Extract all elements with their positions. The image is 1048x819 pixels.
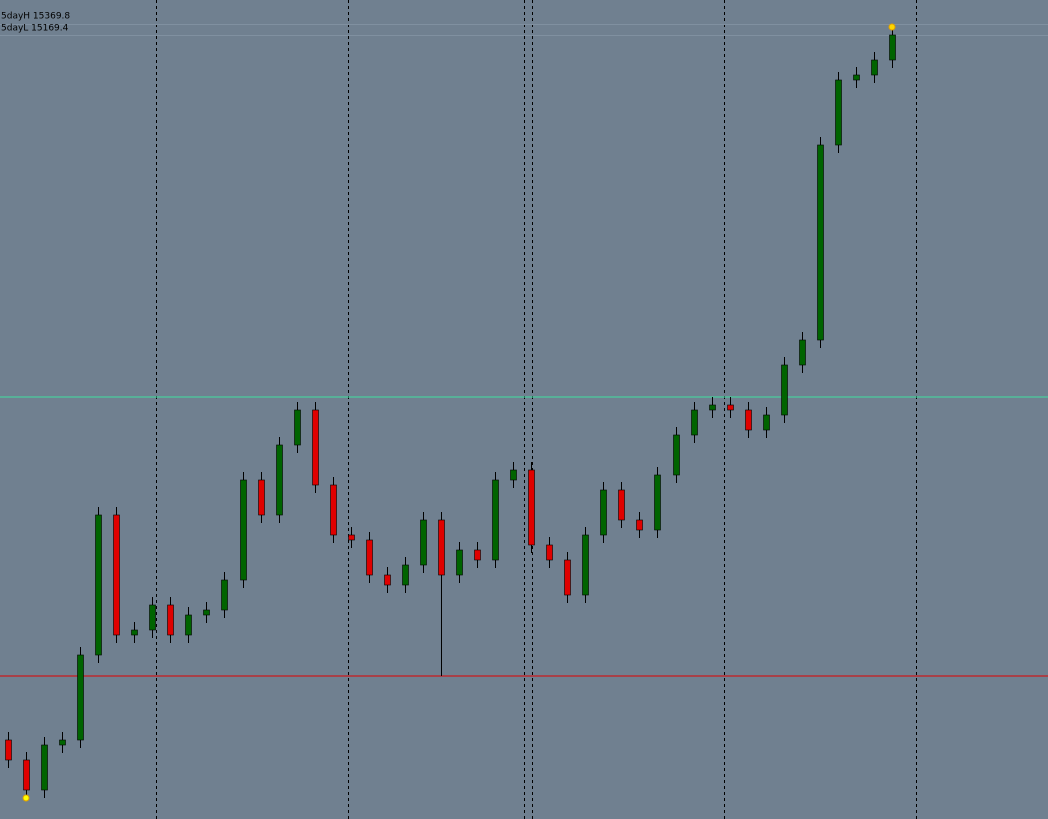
candle-body [41,744,48,791]
candle-body [240,479,247,581]
candle-body [799,339,806,366]
candle-body [600,489,607,536]
candle-body [312,409,319,486]
candle-body [835,79,842,146]
separators [156,0,917,819]
candle-body [636,519,643,531]
candle-body [817,144,824,341]
candle-body [781,364,788,416]
candle-body [745,409,752,431]
candle-body [474,549,481,561]
candle-body [438,519,445,576]
candle-body [384,574,391,586]
high-label: 5dayH 15369.8 [1,12,70,22]
candle-body [113,514,120,636]
candle-body [330,484,337,536]
candle-body [492,479,499,561]
candle-body [366,539,373,576]
candle-body [294,409,301,446]
candle-body [582,534,589,596]
candle-body [456,549,463,576]
candle-body [673,434,680,476]
high-marker [888,23,896,31]
candle-body [618,489,625,521]
candle-body [528,469,535,546]
candle-body [709,404,716,411]
low-marker [22,794,30,802]
candle-body [889,34,896,61]
low-label: 5dayL 15169.4 [1,24,69,34]
candle-body [203,609,210,616]
candle-body [149,604,156,631]
candle-body [691,409,698,436]
candle-body [654,474,661,531]
candle-body [348,534,355,541]
candle-body [59,739,66,746]
candle-body [276,444,283,516]
candle-body [564,559,571,596]
candle-body [258,479,265,516]
candle-body [402,564,409,586]
candle-body [185,614,192,636]
candle-body [853,74,860,81]
candle-body [763,414,770,431]
candle-body [167,604,174,636]
candle-body [5,739,12,761]
candle-body [131,629,138,636]
candle-body [420,519,427,566]
candle-body [95,514,102,656]
candle-body [221,579,228,611]
candle-body [727,404,734,411]
candle-body [546,544,553,561]
candle-body [23,759,30,791]
candle-body [77,654,84,741]
candle-body [510,469,517,481]
candle-body [871,59,878,76]
